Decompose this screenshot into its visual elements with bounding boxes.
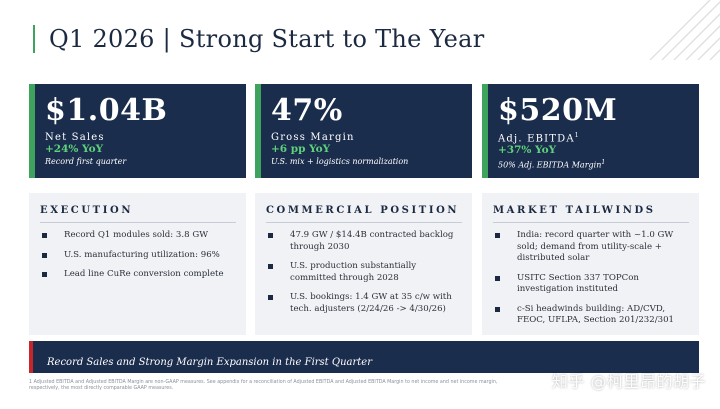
bullet-square-icon bbox=[42, 252, 47, 258]
list-item: Lead line CuRe conversion complete bbox=[40, 269, 236, 281]
kpi-change: +24% YoY bbox=[45, 143, 104, 155]
footnote-marker: 1 bbox=[601, 159, 606, 167]
kpi-change: +37% YoY bbox=[498, 144, 557, 157]
list-item: U.S. bookings: 1.4 GW at 35 c/w with tec… bbox=[266, 292, 462, 315]
list-item: c-Si headwinds building: AD/CVD, FEOC, U… bbox=[493, 304, 689, 327]
kpi-label: Net Sales bbox=[45, 132, 105, 143]
bullet-square-icon bbox=[42, 272, 47, 277]
page-title: Q1 2026 | Strong Start to The Year bbox=[49, 25, 485, 53]
list-item: Record Q1 modules sold: 3.8 GW bbox=[40, 230, 236, 242]
kpi-change: +6 pp YoY bbox=[271, 143, 331, 155]
kpi-card-adj-ebitda: $520M Adj. EBITDA1 +37% YoY 50% Adj. EBI… bbox=[482, 84, 699, 178]
bullet-square-icon bbox=[268, 264, 273, 269]
kpi-label: Gross Margin bbox=[271, 132, 355, 143]
title-accent-bar bbox=[33, 25, 35, 53]
bullet-list: 47.9 GW / $14.4B contracted backlog thro… bbox=[266, 230, 462, 315]
kpi-card-net-sales: $1.04B Net Sales +24% YoY Record first q… bbox=[29, 84, 246, 178]
kpi-value: $520M bbox=[498, 93, 618, 128]
panel-divider bbox=[266, 222, 462, 223]
kpi-note: U.S. mix + logistics normalization bbox=[271, 157, 409, 166]
bullet-square-icon bbox=[268, 295, 273, 300]
bullet-square-icon bbox=[268, 233, 273, 238]
panel-commercial-position: COMMERCIAL POSITION 47.9 GW / $14.4B con… bbox=[255, 193, 472, 335]
list-item: 47.9 GW / $14.4B contracted backlog thro… bbox=[266, 230, 462, 253]
list-item: U.S. manufacturing utilization: 96% bbox=[40, 250, 236, 262]
bullet-square-icon bbox=[42, 233, 47, 238]
panel-divider bbox=[493, 222, 689, 223]
banner-text: Record Sales and Strong Margin Expansion… bbox=[47, 357, 372, 368]
summary-banner: Record Sales and Strong Margin Expansion… bbox=[29, 341, 699, 373]
list-item: U.S. production substantially committed … bbox=[266, 261, 462, 284]
decorative-stripes bbox=[630, 0, 720, 60]
bullet-list: Record Q1 modules sold: 3.8 GW U.S. manu… bbox=[40, 230, 236, 281]
kpi-note: 50% Adj. EBITDA Margin1 bbox=[498, 159, 606, 170]
panel-title: EXECUTION bbox=[40, 205, 134, 216]
watermark: 知乎 @柯里昂的胡子 bbox=[551, 372, 706, 391]
bullet-square-icon bbox=[495, 275, 500, 281]
bullet-list: India: record quarter with ~1.0 GW sold;… bbox=[493, 230, 689, 327]
panel-title: COMMERCIAL POSITION bbox=[266, 205, 460, 216]
bullet-square-icon bbox=[495, 233, 500, 238]
list-item: India: record quarter with ~1.0 GW sold;… bbox=[493, 230, 689, 265]
kpi-label: Adj. EBITDA1 bbox=[498, 132, 580, 145]
kpi-card-gross-margin: 47% Gross Margin +6 pp YoY U.S. mix + lo… bbox=[255, 84, 472, 178]
list-item: USITC Section 337 TOPCon investigation i… bbox=[493, 273, 689, 296]
footnote: 1 Adjusted EBITDA and Adjusted EBITDA Ma… bbox=[29, 380, 498, 391]
bullet-square-icon bbox=[495, 306, 500, 312]
kpi-value: 47% bbox=[271, 93, 343, 128]
kpi-value: $1.04B bbox=[45, 93, 168, 128]
panel-execution: EXECUTION Record Q1 modules sold: 3.8 GW… bbox=[29, 193, 246, 335]
panel-divider bbox=[40, 222, 236, 223]
panel-market-tailwinds: MARKET TAILWINDS India: record quarter w… bbox=[482, 193, 699, 335]
kpi-note: Record first quarter bbox=[45, 157, 127, 166]
footnote-marker: 1 bbox=[574, 132, 580, 139]
panel-title: MARKET TAILWINDS bbox=[493, 205, 656, 216]
title-bar: Q1 2026 | Strong Start to The Year bbox=[33, 24, 485, 54]
